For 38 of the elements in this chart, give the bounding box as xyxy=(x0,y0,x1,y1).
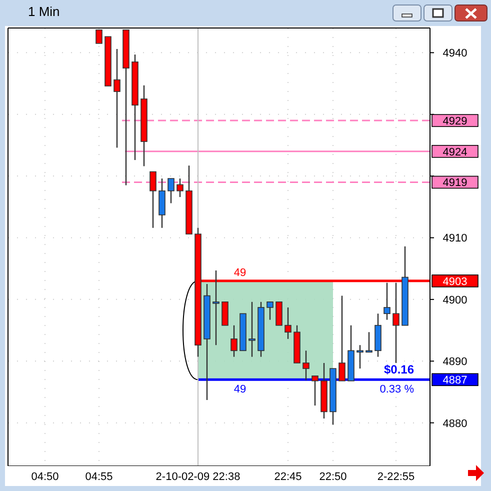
y-tick-label: 4900 xyxy=(442,294,468,306)
x-tick-label: 2-22:55 xyxy=(377,471,415,483)
candlestick xyxy=(230,324,238,358)
y-tick-label: 4910 xyxy=(442,232,468,245)
annotation: $0.16 xyxy=(384,362,414,377)
candlestick xyxy=(176,178,184,198)
candlestick xyxy=(212,270,220,346)
y-tick-label: 4940 xyxy=(442,48,468,60)
candlestick xyxy=(114,48,120,148)
candlestick xyxy=(276,302,282,326)
candlestick xyxy=(312,375,318,406)
candlestick xyxy=(384,282,390,320)
x-tick-label: 04:55 xyxy=(85,471,113,483)
candlestick xyxy=(150,171,156,228)
candlestick xyxy=(248,301,256,358)
candlestick xyxy=(338,295,346,382)
x-tick-label: 2-10-02-09 22:38 xyxy=(156,471,240,483)
candlestick xyxy=(356,344,364,370)
x-tick-label: 04:50 xyxy=(31,471,59,483)
candlestick xyxy=(266,301,274,320)
annotation: 0.33 % xyxy=(380,384,414,396)
y-tick-label: 4890 xyxy=(442,356,468,368)
annotation: 49 xyxy=(234,384,246,396)
ref-line-label: 4887 xyxy=(442,374,468,387)
candlestick xyxy=(284,306,292,340)
ref-line-label: 4929 xyxy=(442,116,468,128)
x-tick-label: 22:50 xyxy=(319,471,347,483)
x-tick-label: 22:45 xyxy=(274,471,302,483)
candlestick xyxy=(168,178,174,204)
candlestick xyxy=(96,29,102,44)
ref-line-label: 4924 xyxy=(442,146,468,158)
chart-title: 1 Min xyxy=(28,4,60,19)
candlestick xyxy=(222,302,228,326)
ref-line-label: 4919 xyxy=(442,177,468,190)
ref-line-label: 4903 xyxy=(442,276,468,288)
y-tick-label: 4880 xyxy=(442,418,468,430)
candlestick xyxy=(302,350,310,381)
annotation: 49 xyxy=(234,266,246,279)
